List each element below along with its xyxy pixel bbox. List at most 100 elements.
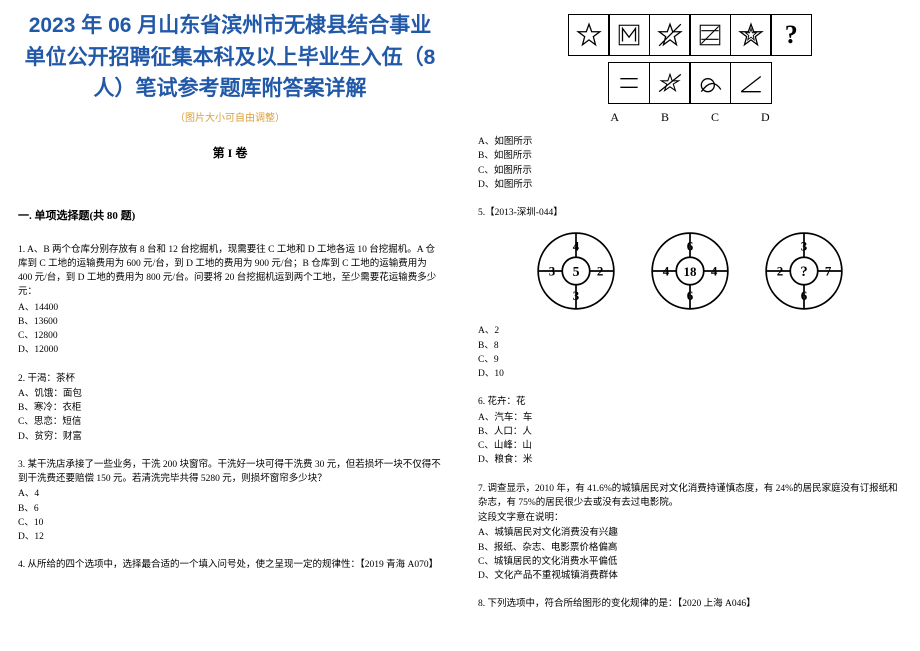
q4-stem: 4. 从所给的四个选项中，选择最合适的一个填入问号处，使之呈现一定的规律性：【2… [18, 558, 442, 572]
star-double-icon [738, 22, 764, 48]
question-3: 3. 某干洗店承接了一些业务，干洗 200 块窗帘。干洗好一块可得干洗费 30 … [18, 458, 442, 545]
svg-text:18: 18 [684, 265, 697, 279]
q7-stem2: 这段文字意在说明： [478, 511, 902, 525]
q1-opt-d: D、12000 [18, 343, 442, 357]
star-icon [576, 22, 602, 48]
q1-stem: 1. A、B 两个仓库分别存放有 8 台和 12 台挖掘机，现需要往 C 工地和… [18, 243, 442, 300]
question-4: 4. 从所给的四个选项中，选择最合适的一个填入问号处，使之呈现一定的规律性：【2… [18, 558, 442, 572]
svg-text:4: 4 [573, 240, 580, 254]
title-line-3: 人）笔试参考题库附答案详解 [18, 73, 442, 105]
q2-opt-d: D、贫穷：财富 [18, 430, 442, 444]
question-5: 5.【2013-深圳-044】 4 2 3 3 5 [478, 206, 902, 381]
svg-text:?: ? [800, 264, 807, 280]
q1-opt-b: B、13600 [18, 315, 442, 329]
question-mark-icon: ? [785, 20, 798, 50]
seq-box-5 [730, 14, 772, 56]
q4-opt-b: B、如图所示 [478, 149, 902, 163]
q2-opt-c: C、思恋：短信 [18, 415, 442, 429]
svg-text:3: 3 [573, 289, 579, 303]
q5-circles: 4 2 3 3 5 6 4 6 4 18 [478, 228, 902, 314]
svg-text:7: 7 [825, 265, 832, 279]
q4-opt-d: D、如图所示 [478, 178, 902, 192]
ans-box-d [730, 62, 772, 104]
q4-options: A、如图所示 B、如图所示 C、如图所示 D、如图所示 [478, 135, 902, 192]
opt-a-icon [616, 70, 642, 96]
svg-text:2: 2 [597, 265, 603, 279]
q1-opt-c: C、12800 [18, 329, 442, 343]
question-2: 2. 干渴：茶杯 A、饥饿：面包 B、寒冷：衣柜 C、思恋：短信 D、贫穷：财富 [18, 372, 442, 444]
box-line-icon [697, 22, 723, 48]
question-7: 7. 调查显示，2010 年，有 41.6%的城镇居民对文化消费持谨慎态度，有 … [478, 482, 902, 584]
seq-box-4 [689, 14, 731, 56]
label-a: A [610, 110, 619, 125]
q5-stem: 5.【2013-深圳-044】 [478, 206, 902, 220]
ans-box-b [649, 62, 691, 104]
seq-box-6: ? [770, 14, 812, 56]
seq-box-3 [649, 14, 691, 56]
volume-label: 第 I 卷 [18, 144, 442, 161]
q2-opt-a: A、饥饿：面包 [18, 387, 442, 401]
q7-opt-c: C、城镇居民的文化消费水平偏低 [478, 555, 902, 569]
q3-stem: 3. 某干洗店承接了一些业务，干洗 200 块窗帘。干洗好一块可得干洗费 30 … [18, 458, 442, 487]
q6-opt-c: C、山峰：山 [478, 439, 902, 453]
svg-text:6: 6 [687, 240, 694, 254]
q8-stem: 8. 下列选项中，符合所给图形的变化规律的是：【2020 上海 A046】 [478, 597, 902, 611]
label-d: D [761, 110, 770, 125]
ans-box-c [689, 62, 731, 104]
svg-text:5: 5 [573, 264, 580, 279]
svg-text:3: 3 [549, 265, 555, 279]
label-b: B [661, 110, 669, 125]
circle-1: 4 2 3 3 5 [533, 228, 619, 314]
q4-opt-c: C、如图所示 [478, 164, 902, 178]
q4-sequence-row: ? [478, 14, 902, 56]
q2-opt-b: B、寒冷：衣柜 [18, 401, 442, 415]
section-header: 一. 单项选择题(共 80 题) [18, 207, 442, 223]
svg-text:6: 6 [801, 289, 808, 303]
document-title: 2023 年 06 月山东省滨州市无棣县结合事业 单位公开招聘征集本科及以上毕业… [18, 10, 442, 105]
q1-opt-a: A、14400 [18, 301, 442, 315]
title-line-1: 2023 年 06 月山东省滨州市无棣县结合事业 [18, 10, 442, 42]
circle-2: 6 4 6 4 18 [647, 228, 733, 314]
subtitle: （图片大小可自由调整） [18, 109, 442, 124]
opt-c-icon [697, 70, 723, 96]
question-1: 1. A、B 两个仓库分别存放有 8 台和 12 台挖掘机，现需要往 C 工地和… [18, 243, 442, 358]
opt-d-icon [738, 70, 764, 96]
q3-opt-d: D、12 [18, 530, 442, 544]
q6-opt-d: D、粮食：米 [478, 453, 902, 467]
q5-opt-d: D、10 [478, 367, 902, 381]
q7-opt-b: B、报纸、杂志、电影票价格偏高 [478, 541, 902, 555]
q6-opt-b: B、人口：人 [478, 425, 902, 439]
q3-opt-b: B、6 [18, 502, 442, 516]
q7-opt-d: D、文化产品不重视城镇消费群体 [478, 569, 902, 583]
star-slash-icon [657, 22, 683, 48]
q4-answer-row [478, 62, 902, 104]
svg-text:6: 6 [687, 289, 694, 303]
svg-text:3: 3 [801, 240, 807, 254]
q4-letter-labels: A B C D [478, 110, 902, 125]
svg-text:2: 2 [777, 265, 783, 279]
q7-stem: 7. 调查显示，2010 年，有 41.6%的城镇居民对文化消费持谨慎态度，有 … [478, 482, 902, 511]
q5-opt-a: A、2 [478, 324, 902, 338]
label-c: C [711, 110, 719, 125]
svg-text:4: 4 [663, 265, 670, 279]
q5-opt-c: C、9 [478, 353, 902, 367]
seq-box-2 [608, 14, 650, 56]
opt-b-icon [657, 70, 683, 96]
title-line-2: 单位公开招聘征集本科及以上毕业生入伍（8 [18, 42, 442, 74]
right-column: ? A B C D A、如图所示 B、如图所示 C、如图所示 D、如图所示 5.… [460, 0, 920, 651]
q5-opt-b: B、8 [478, 339, 902, 353]
q6-stem: 6. 花卉：花 [478, 395, 902, 409]
box-m-icon [616, 22, 642, 48]
question-6: 6. 花卉：花 A、汽车：车 B、人口：人 C、山峰：山 D、粮食：米 [478, 395, 902, 467]
question-8: 8. 下列选项中，符合所给图形的变化规律的是：【2020 上海 A046】 [478, 597, 902, 611]
seq-box-1 [568, 14, 610, 56]
q7-opt-a: A、城镇居民对文化消费没有兴趣 [478, 526, 902, 540]
q3-opt-a: A、4 [18, 487, 442, 501]
left-column: 2023 年 06 月山东省滨州市无棣县结合事业 单位公开招聘征集本科及以上毕业… [0, 0, 460, 651]
circle-3: 3 7 6 2 ? [761, 228, 847, 314]
q6-opt-a: A、汽车：车 [478, 411, 902, 425]
q3-opt-c: C、10 [18, 516, 442, 530]
svg-text:4: 4 [711, 265, 718, 279]
q4-opt-a: A、如图所示 [478, 135, 902, 149]
q2-stem: 2. 干渴：茶杯 [18, 372, 442, 386]
